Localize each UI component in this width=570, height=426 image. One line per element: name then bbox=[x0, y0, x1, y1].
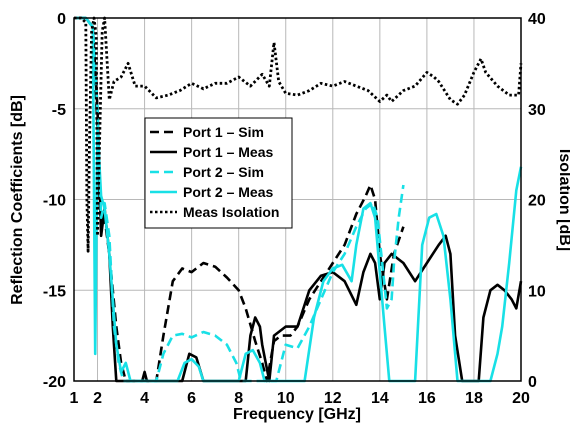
series-line bbox=[76, 16, 405, 383]
y-tick-label: -5 bbox=[52, 102, 66, 119]
x-axis-title: Frequency [GHz] bbox=[233, 406, 361, 423]
x-tick-label: 10 bbox=[277, 390, 295, 407]
y-tick-label: 0 bbox=[57, 11, 66, 28]
x-tick-label: 18 bbox=[465, 390, 483, 407]
y2-tick-label: 10 bbox=[528, 283, 546, 300]
series-line bbox=[76, 16, 523, 383]
legend-label: Port 1 – Meas bbox=[183, 144, 273, 160]
x-tick-label: 20 bbox=[512, 390, 530, 407]
legend-label: Meas Isolation bbox=[183, 204, 279, 220]
x-tick-label: 4 bbox=[140, 390, 149, 407]
legend: Port 1 – Sim Port 1 – Meas Port 2 – Sim Por… bbox=[144, 117, 293, 229]
y2-tick-label: 30 bbox=[528, 102, 546, 119]
x-tick-label: 16 bbox=[418, 390, 436, 407]
y-tick-label: -15 bbox=[43, 283, 66, 300]
x-tick-label: 8 bbox=[234, 390, 243, 407]
x-tick-label: 1 bbox=[70, 390, 79, 407]
y2-tick-label: 20 bbox=[528, 193, 546, 210]
legend-label: Port 1 – Sim bbox=[183, 124, 264, 140]
legend-label: Port 2 – Meas bbox=[183, 184, 273, 200]
x-tick-label: 2 bbox=[93, 390, 102, 407]
x-tick-label: 6 bbox=[187, 390, 196, 407]
y2-axis-title: Isolation [dB] bbox=[556, 149, 570, 251]
x-tick-label: 14 bbox=[371, 390, 389, 407]
y-tick-label: -20 bbox=[43, 374, 66, 391]
series-line bbox=[74, 16, 523, 253]
legend-label: Port 2 – Sim bbox=[183, 164, 264, 180]
y-axis-title: Reflection Coefficients [dB] bbox=[9, 95, 26, 305]
x-tick-label: 12 bbox=[324, 390, 342, 407]
y2-tick-label: 40 bbox=[528, 11, 546, 28]
plot-frame bbox=[73, 17, 522, 382]
y-tick-label: -10 bbox=[43, 193, 66, 210]
y2-tick-label: 0 bbox=[528, 374, 537, 391]
